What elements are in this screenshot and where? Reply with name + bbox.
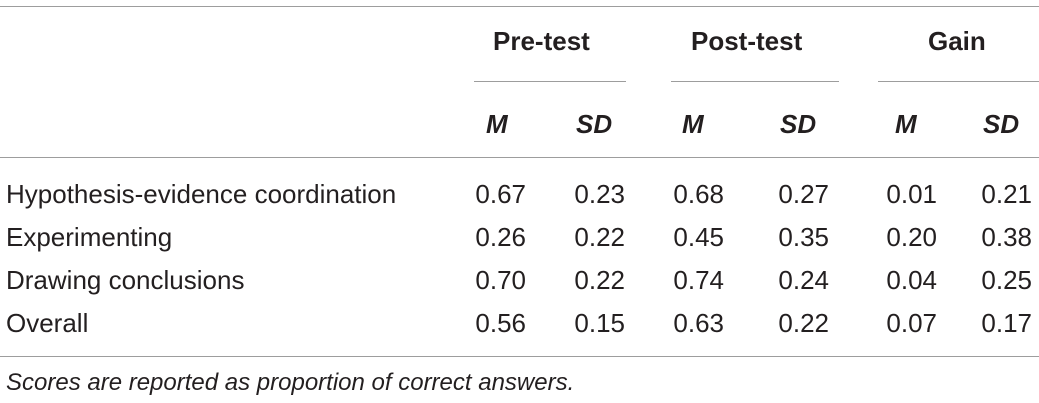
group-header-posttest: Post-test <box>691 26 803 56</box>
table-cell: 0.22 <box>778 308 829 338</box>
table-cell: 0.70 <box>475 265 526 295</box>
bottom-rule <box>0 356 1039 357</box>
table-cell: 0.04 <box>886 265 937 295</box>
table-cell: 0.20 <box>886 222 937 252</box>
table-cell: 0.56 <box>475 308 526 338</box>
table-footnote: Scores are reported as proportion of cor… <box>6 369 575 396</box>
table-cell: 0.38 <box>981 222 1032 252</box>
table-cell: 0.45 <box>673 222 724 252</box>
posttest-underline <box>671 81 839 82</box>
table-cell: 0.24 <box>778 265 829 295</box>
row-label: Overall <box>6 308 89 338</box>
table-cell: 0.22 <box>574 265 625 295</box>
table-cell: 0.07 <box>886 308 937 338</box>
table-cell: 0.26 <box>475 222 526 252</box>
group-header-gain: Gain <box>928 26 986 56</box>
table-cell: 0.63 <box>673 308 724 338</box>
row-label: Drawing conclusions <box>6 265 245 295</box>
table-cell: 0.25 <box>981 265 1032 295</box>
table-cell: 0.74 <box>673 265 724 295</box>
group-header-pretest: Pre-test <box>493 26 590 56</box>
table-cell: 0.01 <box>886 179 937 209</box>
pretest-underline <box>474 81 626 82</box>
subheader-posttest-m: M <box>682 109 704 139</box>
table-cell: 0.27 <box>778 179 829 209</box>
table-cell: 0.15 <box>574 308 625 338</box>
subheader-posttest-sd: SD <box>780 109 817 139</box>
table-cell: 0.17 <box>981 308 1032 338</box>
subheader-gain-m: M <box>895 109 917 139</box>
table-cell: 0.22 <box>574 222 625 252</box>
subheader-pretest-sd: SD <box>576 109 613 139</box>
table-cell: 0.67 <box>475 179 526 209</box>
table-cell: 0.35 <box>778 222 829 252</box>
table-cell: 0.21 <box>981 179 1032 209</box>
gain-underline <box>878 81 1039 82</box>
subheader-pretest-m: M <box>486 109 508 139</box>
table-cell: 0.68 <box>673 179 724 209</box>
top-rule <box>0 6 1039 7</box>
table-cell: 0.23 <box>574 179 625 209</box>
header-rule <box>0 157 1039 158</box>
subheader-gain-sd: SD <box>983 109 1020 139</box>
row-label: Experimenting <box>6 222 173 252</box>
row-label: Hypothesis-evidence coordination <box>6 179 397 209</box>
